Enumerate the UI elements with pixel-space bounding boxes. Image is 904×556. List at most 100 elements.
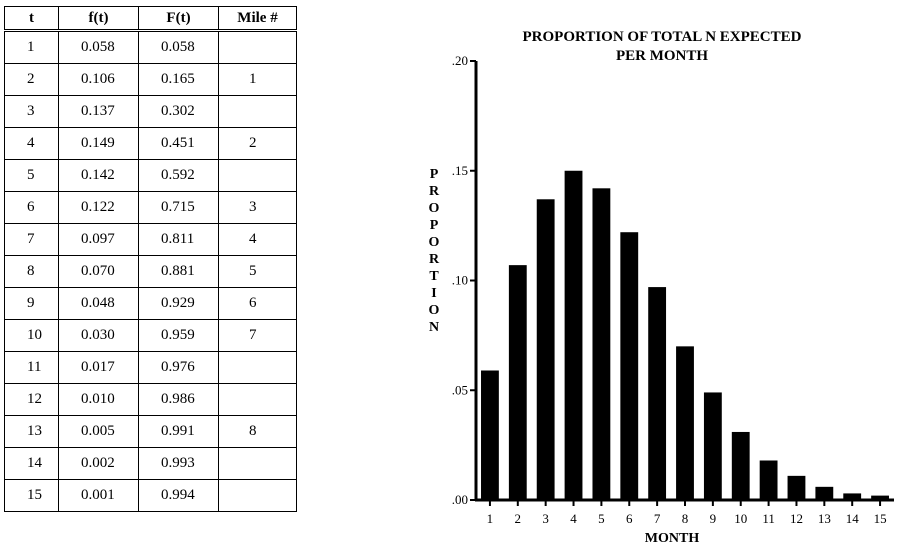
bar [676, 346, 694, 500]
table-body: 1 0.058 0.058 2 0.106 0.165 1 3 0.137 0.302 4 0.149… [4, 30, 297, 512]
y-axis-title-letter: P [430, 218, 439, 233]
header-t: t [4, 6, 59, 32]
table-row: 11 0.017 0.976 [4, 351, 297, 384]
bar [648, 287, 667, 500]
cell-f: 0.001 [58, 479, 139, 512]
bar [481, 370, 499, 500]
bar [508, 265, 527, 500]
bar [815, 486, 834, 500]
cell-mile: 5 [218, 255, 297, 288]
bars-group [481, 170, 889, 500]
y-axis-title-letter: O [429, 201, 440, 216]
data-table-container: t f(t) F(t) Mile # 1 0.058 0.058 2 0.106 0.16… [4, 6, 297, 512]
cell-mile: 7 [218, 319, 297, 352]
cell-mile: 8 [218, 415, 297, 448]
chart-title-line2: PER MONTH [616, 48, 708, 64]
x-tick-label: 12 [790, 511, 803, 526]
x-tick-label: 8 [682, 511, 689, 526]
cell-t: 3 [4, 95, 59, 128]
cell-t: 5 [4, 159, 59, 192]
table-row: 15 0.001 0.994 [4, 479, 297, 512]
table-row: 4 0.149 0.451 2 [4, 127, 297, 160]
bar [731, 431, 750, 500]
y-tick-label: .05 [452, 382, 468, 397]
cell-F: 0.994 [138, 479, 219, 512]
table-row: 9 0.048 0.929 6 [4, 287, 297, 320]
cell-F: 0.302 [138, 95, 219, 128]
y-axis-title-letter: R [429, 252, 440, 267]
y-tick-label: .15 [452, 163, 468, 178]
cell-mile [218, 383, 297, 416]
cell-t: 9 [4, 287, 59, 320]
x-tick-label: 7 [654, 511, 661, 526]
cell-mile [218, 30, 297, 64]
x-tick-label: 9 [710, 511, 717, 526]
cell-mile: 1 [218, 63, 297, 96]
cell-t: 1 [4, 30, 59, 64]
y-axis-title-letter: O [429, 235, 440, 250]
cell-f: 0.002 [58, 447, 139, 480]
bar [787, 475, 806, 500]
table-row: 14 0.002 0.993 [4, 447, 297, 480]
y-axis-title-letter: N [429, 320, 439, 335]
x-tick-label: 2 [515, 511, 522, 526]
table-header-row: t f(t) F(t) Mile # [4, 6, 297, 32]
table-row: 3 0.137 0.302 [4, 95, 297, 128]
cell-F: 0.959 [138, 319, 219, 352]
cell-t: 15 [4, 479, 59, 512]
y-axis-title-letter: R [429, 184, 440, 199]
cell-t: 10 [4, 319, 59, 352]
cell-t: 2 [4, 63, 59, 96]
x-tick-label: 4 [570, 511, 577, 526]
cell-f: 0.010 [58, 383, 139, 416]
table-row: 10 0.030 0.959 7 [4, 319, 297, 352]
cell-f: 0.142 [58, 159, 139, 192]
x-axis-title: MONTH [645, 531, 700, 546]
proportion-bar-chart: PROPORTION OF TOTAL N EXPECTED PER MONTH… [429, 29, 894, 546]
cell-mile: 6 [218, 287, 297, 320]
bar [620, 232, 639, 500]
x-tick-labels: 1 2 3 4 5 6 7 8 9 10 11 12 13 14 15 [487, 511, 887, 526]
x-tick-label: 13 [818, 511, 831, 526]
cell-f: 0.106 [58, 63, 139, 96]
bar [759, 460, 778, 500]
bar [564, 170, 583, 500]
cell-t: 13 [4, 415, 59, 448]
table-row: 13 0.005 0.991 8 [4, 415, 297, 448]
x-tick-label: 15 [874, 511, 887, 526]
cell-F: 0.881 [138, 255, 219, 288]
cell-t: 4 [4, 127, 59, 160]
cell-mile: 2 [218, 127, 297, 160]
cell-mile: 4 [218, 223, 297, 256]
y-axis-title-letter: P [430, 167, 439, 182]
table-row: 7 0.097 0.811 4 [4, 223, 297, 256]
cell-mile: 3 [218, 191, 297, 224]
bar [843, 493, 862, 500]
x-tick-label: 6 [626, 511, 633, 526]
x-tick-label: 14 [846, 511, 860, 526]
cell-F: 0.058 [138, 30, 219, 64]
y-tick-label: .20 [452, 53, 468, 68]
cell-t: 8 [4, 255, 59, 288]
x-tick-label: 11 [762, 511, 775, 526]
cell-mile [218, 351, 297, 384]
cell-mile [218, 447, 297, 480]
header-mile: Mile # [218, 6, 297, 32]
bar [703, 392, 722, 500]
cell-F: 0.715 [138, 191, 219, 224]
cell-F: 0.165 [138, 63, 219, 96]
table-row: 5 0.142 0.592 [4, 159, 297, 192]
cell-F: 0.811 [138, 223, 219, 256]
cell-f: 0.070 [58, 255, 139, 288]
chart-title-line1: PROPORTION OF TOTAL N EXPECTED [523, 29, 802, 45]
cell-mile [218, 479, 297, 512]
y-tick-label: .10 [452, 273, 468, 288]
bar [592, 188, 611, 500]
cell-f: 0.058 [58, 30, 139, 64]
table-row: 2 0.106 0.165 1 [4, 63, 297, 96]
bar [871, 495, 889, 500]
table-row: 12 0.010 0.986 [4, 383, 297, 416]
x-tick-label: 3 [542, 511, 549, 526]
cell-mile [218, 159, 297, 192]
cell-t: 7 [4, 223, 59, 256]
